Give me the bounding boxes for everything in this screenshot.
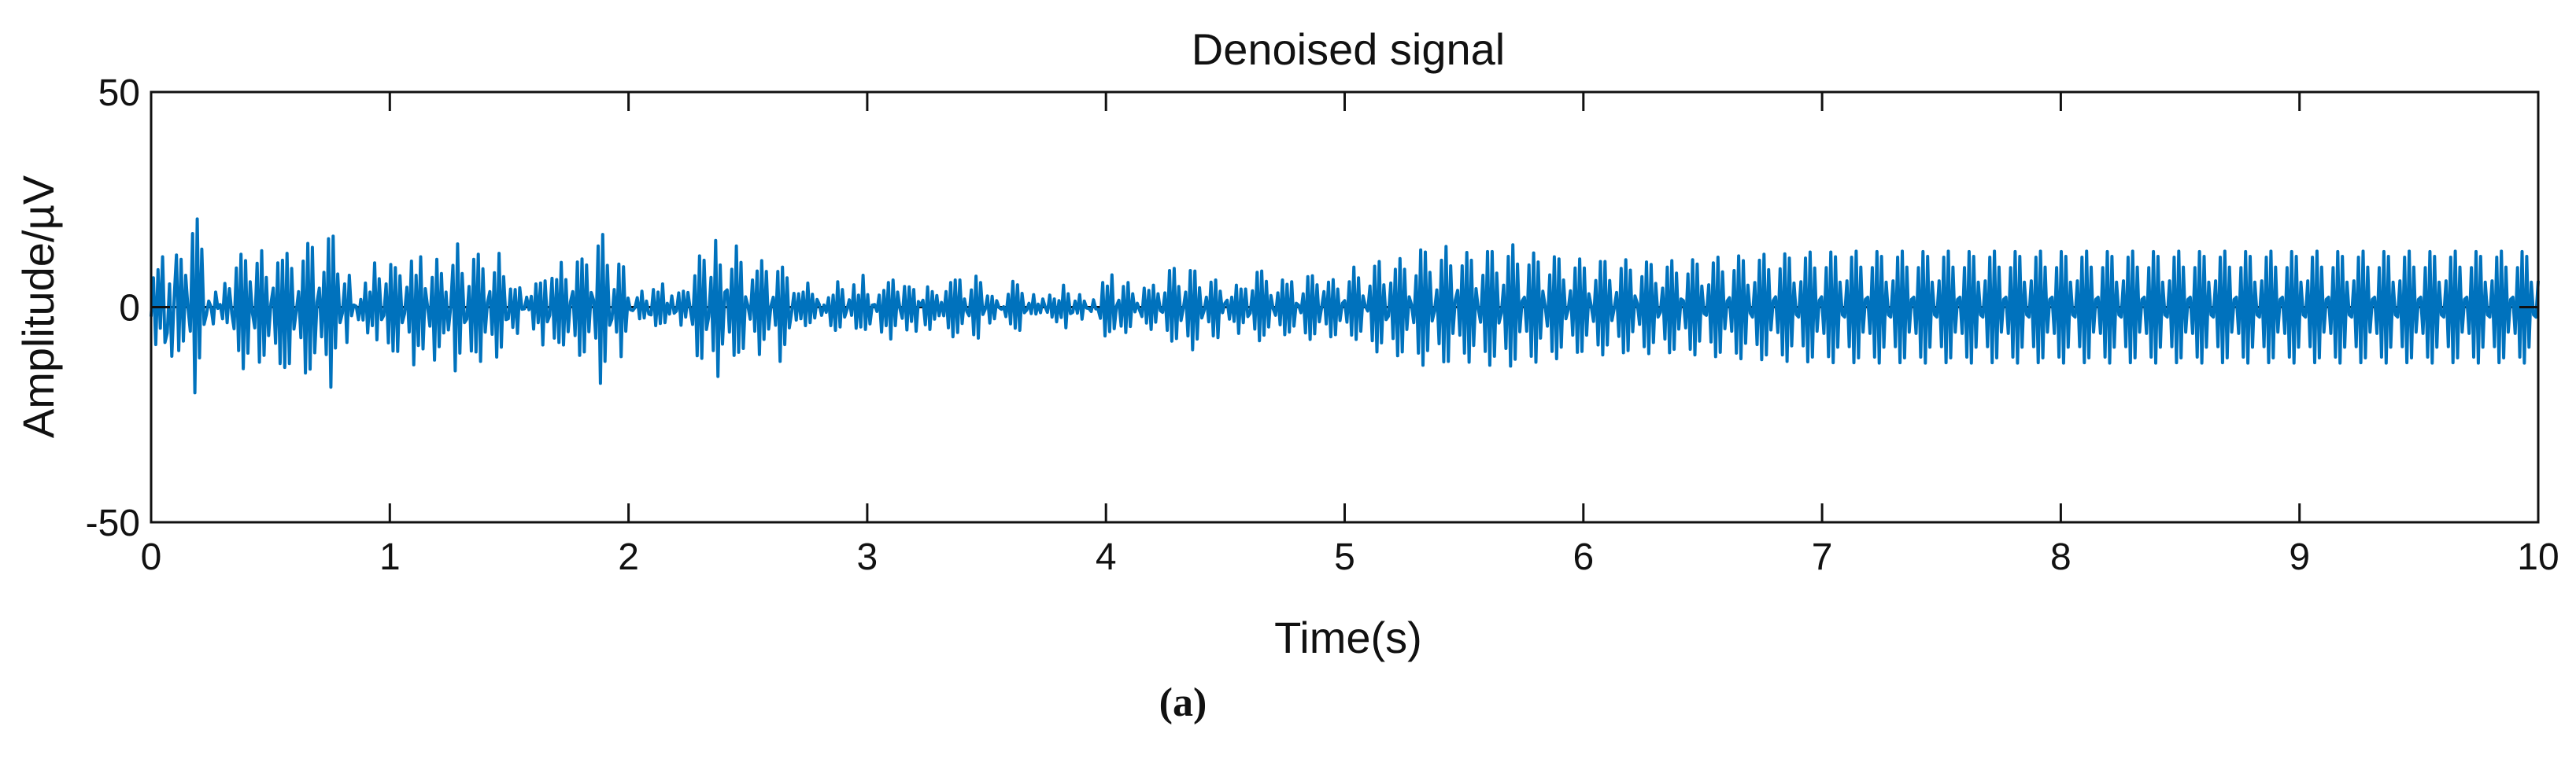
x-tick-label: 3 xyxy=(857,536,878,578)
x-tick-label: 6 xyxy=(1573,536,1594,578)
signal-series-line xyxy=(150,217,2540,395)
x-tick-label: 0 xyxy=(141,536,162,578)
x-tick-label: 7 xyxy=(1812,536,1833,578)
x-tick-label: 5 xyxy=(1334,536,1355,578)
x-tick-label: 1 xyxy=(379,536,401,578)
y-tick-label: 50 xyxy=(98,72,140,114)
x-tick-label: 2 xyxy=(618,536,639,578)
x-tick-label: 9 xyxy=(2289,536,2310,578)
chart-title: Denoised signal xyxy=(1192,24,1505,74)
x-tick-label: 4 xyxy=(1096,536,1117,578)
x-tick-label: 10 xyxy=(2517,536,2559,578)
figure-caption: (a) xyxy=(1159,680,1207,725)
x-axis-label: Time(s) xyxy=(1274,613,1422,662)
y-axis-label: Amplitude/µV xyxy=(13,175,63,438)
y-tick-label: 0 xyxy=(119,288,140,330)
y-tick-label: -50 xyxy=(86,503,140,544)
x-tick-label: 8 xyxy=(2050,536,2072,578)
